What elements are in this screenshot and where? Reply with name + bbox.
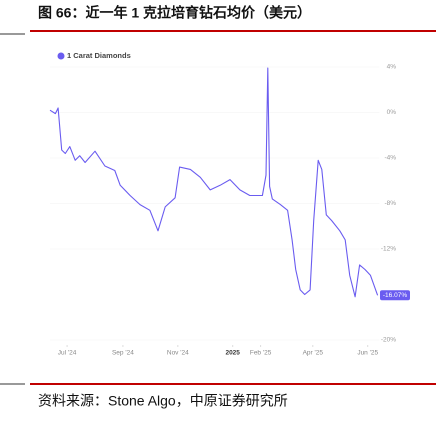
- y-tick-label: -12%: [381, 246, 396, 253]
- x-tick-label: Jun '25: [357, 350, 378, 357]
- value-badge: [380, 290, 410, 301]
- y-tick-label: -8%: [384, 200, 396, 207]
- value-label: -16.07%: [383, 292, 407, 299]
- y-tick-label: 4%: [387, 64, 397, 71]
- x-tick-label: Apr '25: [303, 350, 324, 357]
- y-tick-label: -4%: [384, 155, 396, 162]
- source: 资料来源：Stone Algo，中原证券研究所: [38, 393, 288, 409]
- chart-title: 图 66：近一年 1 克拉培育钻石均价（美元）: [38, 5, 311, 21]
- x-tick-label: Jul '24: [58, 350, 77, 357]
- y-tick-label: -20%: [381, 337, 396, 344]
- x-tick-label: 2025: [225, 350, 240, 357]
- x-tick-label: Nov '24: [167, 350, 189, 357]
- y-tick-label: 0%: [387, 109, 397, 116]
- data-line: [49, 67, 379, 298]
- x-tick-label: Sep '24: [112, 350, 134, 357]
- legend-label: 1 Carat Diamonds: [67, 51, 131, 60]
- legend-dot: [57, 52, 65, 60]
- x-tick-label: Feb '25: [250, 350, 272, 357]
